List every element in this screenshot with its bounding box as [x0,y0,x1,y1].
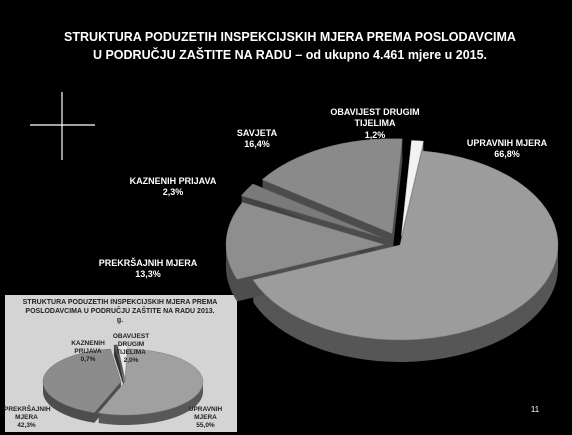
slice-value: 2,0% [123,357,139,365]
slice-label: UPRAVNIH MJERA 66,8% [452,138,562,161]
slice-label: SAVJETA 16,4% [222,128,292,151]
slice-name: OBAVIJEST DRUGIM TIJELIMA [330,107,420,129]
slice-name: UPRAVNIH MJERA [188,406,223,422]
slice-value: 55,0% [196,422,215,430]
slice-value: 66,8% [494,149,520,160]
slice-value: 0,7% [80,356,96,364]
slice-value: 13,3% [135,269,161,280]
slice-label: OBAVIJEST DRUGIM TIJELIMA 1,2% [320,107,430,141]
slice-side-layer [113,351,125,385]
slice-label: PREKRŠAJNIH MJERA 42,3% [4,406,51,430]
slice-label: KAZNENIH PRIJAVA 2,3% [118,176,228,199]
slice-name: KAZNENIH PRIJAVA [71,340,105,356]
slice-name: SAVJETA [236,128,278,138]
slice-label: OBAVIJEST DRUGIM TIJELIMA 2,0% [104,333,158,366]
slice [261,138,403,235]
slice-value: 16,4% [244,139,270,150]
slice-value: 2,3% [162,187,184,198]
slice-side-layer [113,354,125,388]
slice [225,202,385,280]
slice-label: UPRAVNIH MJERA 55,0% [178,406,233,430]
slice-value: 1,2% [364,129,386,140]
slice-name: PREKRŠAJNIH MJERA [98,258,198,268]
slice-side-layer [113,352,125,386]
slice [401,140,424,236]
slice-name: KAZNENIH PRIJAVA [129,176,217,186]
slice-value: 42,3% [17,422,36,430]
chart-title: STRUKTURA PODUZETIH INSPEKCIJSKIH MJERA … [64,30,516,63]
slice [113,344,125,378]
slice-label: KAZNENIH PRIJAVA 0,7% [68,340,108,364]
inset-title: STRUKTURA PODUZETIH INSPEKCIJSKIH MJERA … [22,299,218,325]
slice [252,150,559,341]
star [30,92,95,160]
slice-name: OBAVIJEST DRUGIM TIJELIMA [112,333,150,357]
slice [240,183,383,239]
slice [97,348,204,416]
slice [117,344,128,378]
slide-number: 11 [530,405,540,414]
slice-side-layer [113,353,125,387]
slice-side-layer [113,350,125,384]
slice-name: UPRAVNIH MJERA [466,138,548,148]
slice-side-layer [113,348,125,382]
slice-name: PREKRŠAJNIH MJERA [4,406,51,422]
slice-side-layer [401,142,424,238]
slice-label: PREKRŠAJNIH MJERA 13,3% [88,258,208,281]
slice [42,348,122,413]
slice-side-layer [113,349,125,383]
